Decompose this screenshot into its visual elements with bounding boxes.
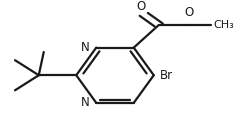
Text: N: N [80, 41, 89, 54]
Text: Br: Br [160, 69, 173, 82]
Text: N: N [80, 96, 89, 109]
Text: O: O [136, 0, 146, 13]
Text: O: O [184, 6, 194, 19]
Text: CH₃: CH₃ [214, 20, 234, 30]
